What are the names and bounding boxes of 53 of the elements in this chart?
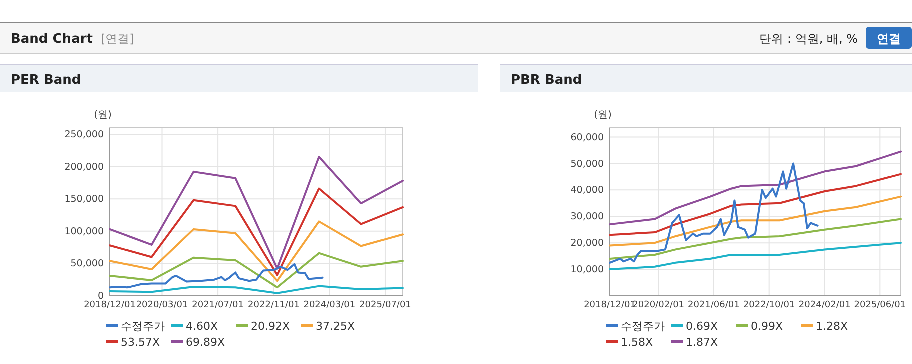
y-tick-label: 0 xyxy=(98,291,104,302)
y-tick-label: 200,000 xyxy=(64,162,104,173)
legend-label: 1.87X xyxy=(686,336,718,349)
legend-label: 0.99X xyxy=(751,320,784,333)
line-series xyxy=(109,188,404,276)
line-series xyxy=(609,150,902,226)
text: [연결] xyxy=(100,32,134,46)
legend-label: 0.69X xyxy=(686,320,718,333)
legend-label: 수정주가 xyxy=(121,320,165,333)
legend-label: 1.28X xyxy=(816,320,848,333)
x-tick-label: 2021/06/01 xyxy=(688,300,740,310)
line-series xyxy=(109,252,404,289)
y-axis-title: (원) xyxy=(94,110,112,121)
y-tick-label: 250,000 xyxy=(64,130,104,140)
y-tick-label: 60,000 xyxy=(570,132,604,144)
x-tick-label: 2024/02/01 xyxy=(798,300,851,310)
line-series xyxy=(109,156,404,270)
y-tick-label: 150,000 xyxy=(64,194,104,206)
line-series xyxy=(609,196,902,247)
line-series xyxy=(609,242,902,271)
legend-label: 1.58X xyxy=(621,336,654,349)
x-tick-label: 2025/07/01 xyxy=(360,300,412,310)
y-axis-title: (원) xyxy=(594,110,612,121)
line-series xyxy=(109,263,324,289)
x-tick-label: 2021/07/01 xyxy=(192,300,244,310)
y-tick-label: 10,000 xyxy=(570,264,604,276)
line-series xyxy=(609,218,902,260)
y-tick-label: 40,000 xyxy=(570,185,604,196)
y-tick-label: 30,000 xyxy=(570,212,604,223)
text: Band Chart xyxy=(11,32,93,47)
legend-label: 69.89X xyxy=(186,336,226,349)
x-tick-label: 2022/11/01 xyxy=(248,300,300,310)
y-tick-label: 20,000 xyxy=(570,238,604,250)
legend-label: 20.92X xyxy=(251,320,290,333)
y-tick-label: 100,000 xyxy=(64,226,104,238)
line-series xyxy=(609,162,819,264)
x-tick-label: 2022/10/01 xyxy=(743,300,796,310)
button: 연결 xyxy=(866,27,912,49)
line-series xyxy=(609,173,902,236)
y-tick-label: 50,000 xyxy=(70,258,104,270)
legend-label: 수정주가 xyxy=(621,320,665,333)
y-tick-label: 50,000 xyxy=(570,158,604,170)
legend-label: 4.60X xyxy=(186,320,218,333)
x-tick-label: 2025/06/01 xyxy=(854,300,906,310)
chart-title: PBR Band xyxy=(511,73,582,88)
x-tick-label: 2024/03/01 xyxy=(304,300,356,310)
legend-label: 37.25X xyxy=(316,320,356,333)
x-tick-label: 2020/03/01 xyxy=(136,300,188,310)
text: 단위 : 억원, 배, % xyxy=(760,32,858,46)
chart-title: PER Band xyxy=(11,73,82,88)
x-tick-label: 2018/12/01 xyxy=(84,300,136,310)
legend-label: 53.57X xyxy=(121,336,160,349)
line-series xyxy=(109,220,404,282)
